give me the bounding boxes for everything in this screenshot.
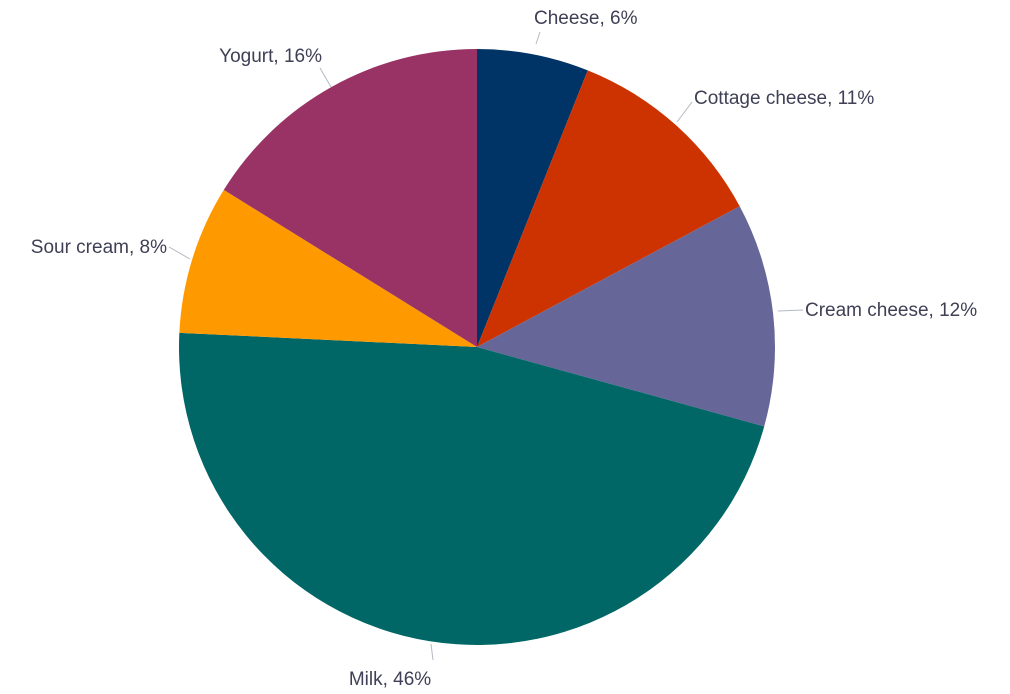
leader-line-milk bbox=[430, 643, 434, 661]
slice-label-yogurt: Yogurt, 16% bbox=[219, 46, 322, 67]
leader-line-cream-cheese bbox=[777, 309, 804, 312]
leader-lines bbox=[168, 31, 804, 661]
slice-label-sour-cream: Sour cream, 8% bbox=[31, 237, 167, 258]
leader-line-sour-cream bbox=[168, 246, 191, 260]
slice-label-cottage-cheese: Cottage cheese, 11% bbox=[694, 88, 874, 109]
slice-cheese bbox=[477, 49, 588, 347]
leader-line-yogurt bbox=[319, 67, 332, 88]
leader-line-cottage-cheese bbox=[676, 101, 693, 123]
slice-yogurt bbox=[223, 49, 477, 347]
leader-line-cheese bbox=[535, 31, 541, 45]
pie-slices bbox=[179, 49, 775, 645]
slice-label-cream-cheese: Cream cheese, 12% bbox=[805, 300, 977, 321]
slice-label-milk: Milk, 46% bbox=[349, 669, 431, 690]
slice-labels: Cheese, 6% Cottage cheese, 11% Cream chees… bbox=[31, 8, 977, 690]
slice-label-cheese: Cheese, 6% bbox=[534, 8, 638, 29]
slice-sour-cream bbox=[179, 189, 477, 347]
slice-milk bbox=[179, 332, 765, 645]
slice-cream-cheese bbox=[477, 206, 775, 427]
slice-cottage-cheese bbox=[477, 70, 740, 347]
